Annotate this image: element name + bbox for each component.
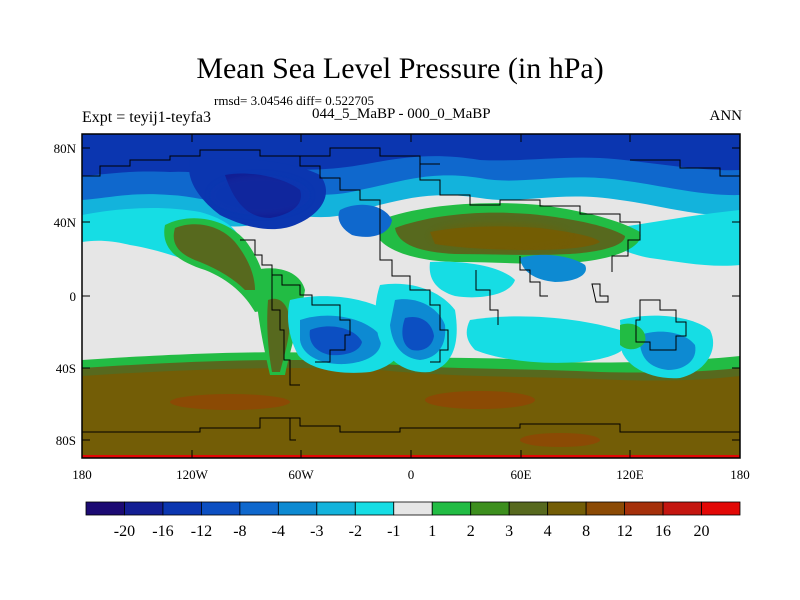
colorbar-label: 2 [467, 523, 475, 540]
lon-label-120w: 120W [176, 467, 209, 482]
season-label: ANN [709, 108, 743, 124]
coastlines [82, 147, 740, 441]
colorbar-label: -1 [387, 523, 400, 540]
colorbar-swatch [201, 501, 241, 516]
colorbar-label: -4 [272, 523, 285, 540]
lat-label-80s: 80S [56, 433, 76, 448]
colorbar-swatch [277, 501, 318, 516]
lon-label-60w: 60W [288, 467, 314, 482]
colorbar-swatch [124, 501, 164, 516]
colorbar-swatch [624, 501, 664, 516]
colorbar-swatch [162, 501, 202, 516]
colorbar-label: 8 [582, 523, 590, 540]
lat-label-40s: 40S [56, 361, 76, 376]
lon-label-60e: 60E [511, 467, 532, 482]
lat-label-40n: 40N [54, 215, 77, 230]
rmsd-diff-stats: rmsd= 3.04546 diff= 0.522705 [214, 93, 374, 108]
colorbar-swatch [316, 501, 356, 516]
map-title: Mean Sea Level Pressure (in hPa) [196, 52, 604, 85]
colorbar-swatch [701, 501, 741, 516]
colorbar-label: 1 [428, 523, 436, 540]
colorbar-label: 12 [617, 523, 633, 540]
colorbar-swatch [354, 501, 395, 516]
colorbar-swatch [662, 501, 702, 516]
pressure-field [82, 134, 740, 458]
colorbar-label: -2 [349, 523, 362, 540]
lat-axis: 80N 40N 0 40S 80S [54, 141, 740, 448]
colorbar-label: -16 [152, 523, 173, 540]
colorbar-swatch [508, 501, 549, 516]
colorbar-swatch [431, 501, 472, 516]
lon-label-0: 0 [408, 467, 415, 482]
colorbar-swatch [585, 501, 625, 516]
lon-label-120e: 120E [616, 467, 644, 482]
colorbar-label: -20 [114, 523, 135, 540]
colorbar-label: 4 [544, 523, 552, 540]
period-label: 044_5_MaBP - 000_0_MaBP [312, 106, 491, 122]
colorbar-swatch [470, 501, 510, 516]
colorbar-label: 3 [505, 523, 513, 540]
lat-label-80n: 80N [54, 141, 77, 156]
colorbar-label: 16 [655, 523, 671, 540]
colorbar-swatch [393, 501, 433, 516]
colorbar-label: -12 [191, 523, 212, 540]
colorbar-label: -8 [233, 523, 246, 540]
lat-label-0: 0 [70, 289, 77, 304]
experiment-label: Expt = teyij1-teyfa3 [82, 109, 211, 126]
colorbar-swatch [85, 501, 125, 516]
lon-label-180e: 180 [730, 467, 750, 482]
colorbar-swatch [547, 501, 587, 516]
lon-axis: 180 120W 60W 0 60E 120E 180 [72, 134, 750, 482]
colorbar: -20 -16 -12 -8 -4 -3 -2 -1 1 2 3 4 8 12 16 20 [85, 501, 741, 540]
colorbar-label: -3 [310, 523, 323, 540]
colorbar-label: 20 [694, 523, 710, 540]
colorbar-swatch [239, 501, 279, 516]
lon-label-180w: 180 [72, 467, 92, 482]
